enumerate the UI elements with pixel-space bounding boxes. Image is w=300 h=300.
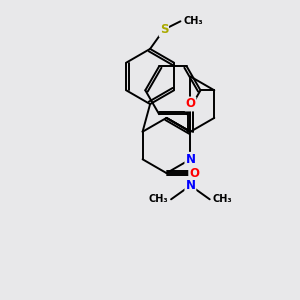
Text: N: N xyxy=(185,153,195,166)
Text: O: O xyxy=(185,98,195,110)
Text: CH₃: CH₃ xyxy=(213,194,232,204)
Text: S: S xyxy=(160,23,168,36)
Text: CH₃: CH₃ xyxy=(148,194,168,204)
Text: O: O xyxy=(189,167,199,180)
Text: N: N xyxy=(185,179,195,192)
Text: CH₃: CH₃ xyxy=(184,16,203,26)
